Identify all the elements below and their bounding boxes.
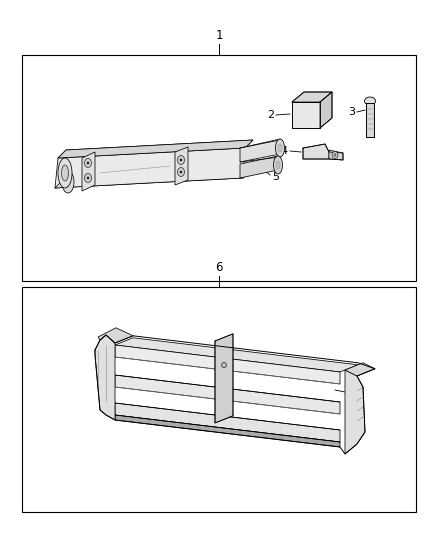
Ellipse shape [222,362,226,367]
Ellipse shape [180,159,182,161]
Bar [22,55,416,281]
Ellipse shape [85,158,92,167]
Ellipse shape [177,167,184,176]
Polygon shape [345,363,375,376]
Polygon shape [82,152,95,191]
Ellipse shape [273,156,283,174]
Text: 2: 2 [267,110,274,120]
Polygon shape [55,148,245,188]
Polygon shape [329,150,343,160]
Ellipse shape [276,161,280,169]
Polygon shape [292,92,332,102]
Polygon shape [58,140,253,158]
Ellipse shape [334,154,336,156]
Polygon shape [95,335,115,420]
Ellipse shape [85,174,92,182]
Text: 3: 3 [348,107,355,117]
Polygon shape [98,328,133,343]
Polygon shape [115,345,340,384]
Polygon shape [240,156,278,178]
Bar [22,287,416,512]
Polygon shape [240,140,280,162]
Text: 4: 4 [281,146,288,156]
Ellipse shape [278,144,282,152]
Polygon shape [215,334,233,423]
Ellipse shape [58,158,72,188]
Polygon shape [115,403,340,442]
Ellipse shape [364,97,375,105]
Polygon shape [115,338,358,372]
Polygon shape [320,92,332,128]
Polygon shape [303,144,329,159]
Text: 7: 7 [352,388,359,398]
Polygon shape [115,415,340,447]
Ellipse shape [276,139,285,157]
Ellipse shape [180,171,182,173]
Polygon shape [55,170,251,188]
Text: 1: 1 [215,29,223,42]
Polygon shape [58,140,253,158]
Polygon shape [366,103,374,137]
Ellipse shape [332,151,338,158]
Ellipse shape [62,171,74,193]
Polygon shape [175,147,188,185]
Text: 5: 5 [272,172,279,182]
Ellipse shape [87,177,89,179]
Text: 6: 6 [215,261,223,274]
Ellipse shape [177,156,184,165]
Ellipse shape [61,165,68,181]
Polygon shape [345,370,365,454]
Ellipse shape [87,162,89,164]
Polygon shape [292,102,320,128]
Polygon shape [115,375,340,414]
